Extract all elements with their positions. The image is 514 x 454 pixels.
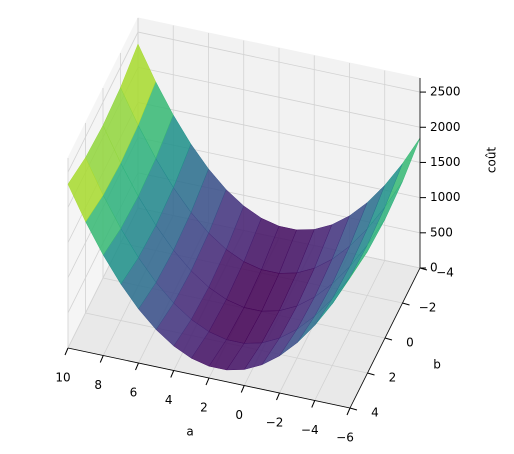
x-tick-label: 4 xyxy=(165,393,173,407)
y-tick-label: 0 xyxy=(406,336,414,350)
x-tick xyxy=(346,407,351,416)
x-tick xyxy=(276,392,280,401)
x-tick xyxy=(135,362,139,371)
x-tick xyxy=(99,355,104,363)
y-tick-label: 4 xyxy=(371,406,379,420)
z-tick-label: 2000 xyxy=(430,120,461,134)
x-tick-label: −2 xyxy=(266,416,284,430)
z-axis-title: coût xyxy=(485,147,499,174)
x-tick xyxy=(240,385,245,393)
x-tick-label: −4 xyxy=(301,423,319,437)
x-tick-label: 10 xyxy=(55,371,70,385)
labels: −6 −4 −2 0 2 4 6 8 10 −4 −2 0 2 4 0 500 1000 1500 2000 2500 xyxy=(55,78,461,445)
z-tick-label: 1500 xyxy=(430,155,461,169)
x-tick-label: 6 xyxy=(130,386,138,400)
z-tick-label: 1000 xyxy=(430,190,461,204)
x-axis-title: a xyxy=(186,425,193,439)
axis-line xyxy=(67,347,351,409)
z-tick-label: 0 xyxy=(430,261,438,275)
x-tick-label: −6 xyxy=(336,431,354,445)
y-tick-label: −2 xyxy=(419,301,437,315)
y-tick xyxy=(384,337,393,341)
x-tick-label: 0 xyxy=(235,408,243,422)
grid-line xyxy=(137,66,421,128)
x-tick xyxy=(205,377,210,386)
x-tick xyxy=(311,400,316,408)
y-tick xyxy=(402,302,410,306)
x-tick-label: 2 xyxy=(200,401,208,415)
x-tick xyxy=(170,370,175,378)
surface xyxy=(67,43,421,371)
axis-line xyxy=(349,267,421,409)
y-tick xyxy=(349,407,358,411)
surface-patch xyxy=(67,157,104,223)
y-tick-label: −4 xyxy=(436,266,454,280)
x-tick-label: 8 xyxy=(94,378,102,392)
grid-line xyxy=(137,102,421,163)
x-tick xyxy=(64,347,69,356)
grid-line xyxy=(137,31,421,93)
y-axis-title: b xyxy=(433,358,441,372)
grid-line xyxy=(67,31,139,173)
y-tick-label: 2 xyxy=(389,371,397,385)
z-tick-label: 500 xyxy=(430,225,453,239)
z-tick-label: 2500 xyxy=(430,85,461,99)
y-tick xyxy=(367,372,375,376)
